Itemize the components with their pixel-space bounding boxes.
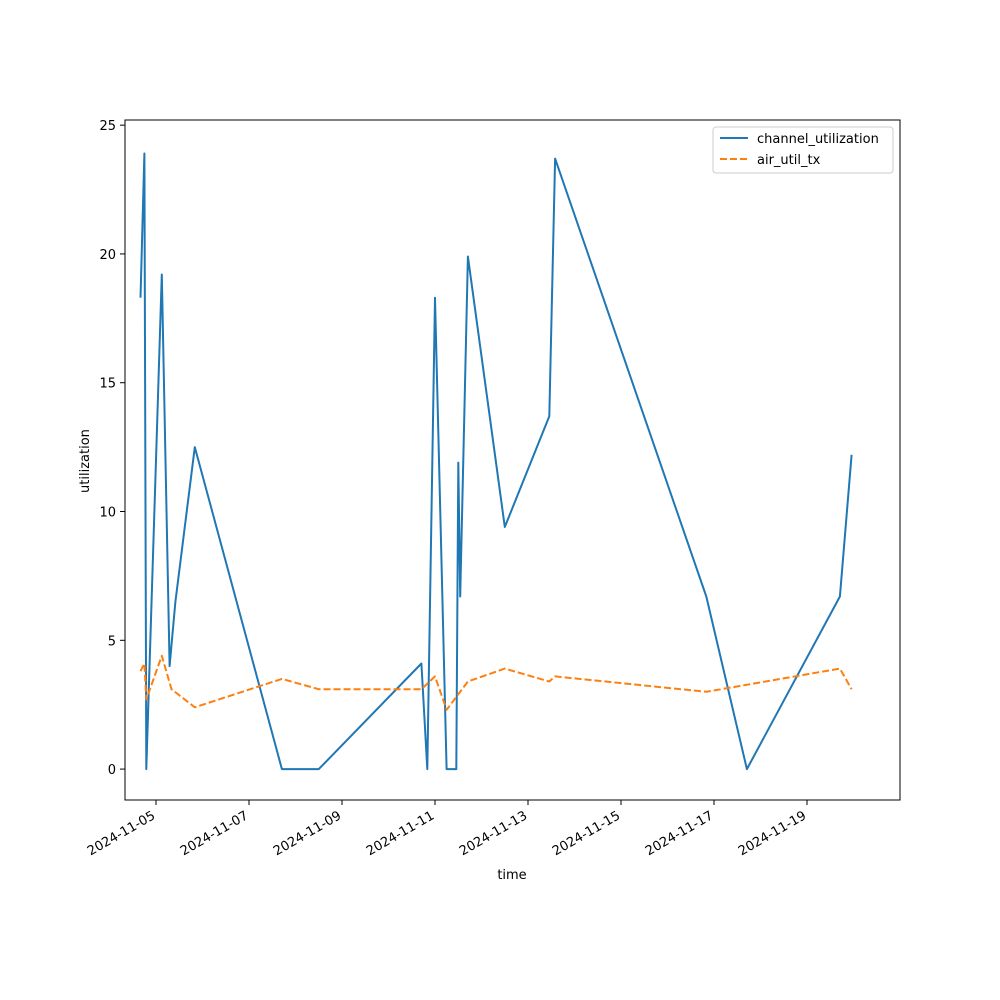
y-tick-label: 10 <box>99 506 116 521</box>
series-layer <box>139 152 853 771</box>
legend-label-air-util-tx: air_util_tx <box>757 153 821 168</box>
y-tick-label: 25 <box>99 119 116 134</box>
series-line-channel-utilization <box>139 152 853 771</box>
y-tick-label: 5 <box>108 634 116 649</box>
plot-border <box>124 119 901 801</box>
legend-box <box>712 126 894 174</box>
plot-area <box>125 120 900 800</box>
legend-label-channel-utilization: channel_utilization <box>757 132 879 147</box>
y-tick-label: 15 <box>99 377 116 392</box>
y-tick-label: 0 <box>108 763 116 778</box>
y-tick-label: 20 <box>99 248 116 263</box>
y-axis-label: utilization <box>78 429 93 493</box>
y-axis: 0 5 10 15 20 25 <box>99 119 125 778</box>
legend: channel_utilization air_util_tx <box>712 126 894 174</box>
series-line-air-util-tx <box>139 654 853 711</box>
x-axis-label: time <box>497 868 526 883</box>
